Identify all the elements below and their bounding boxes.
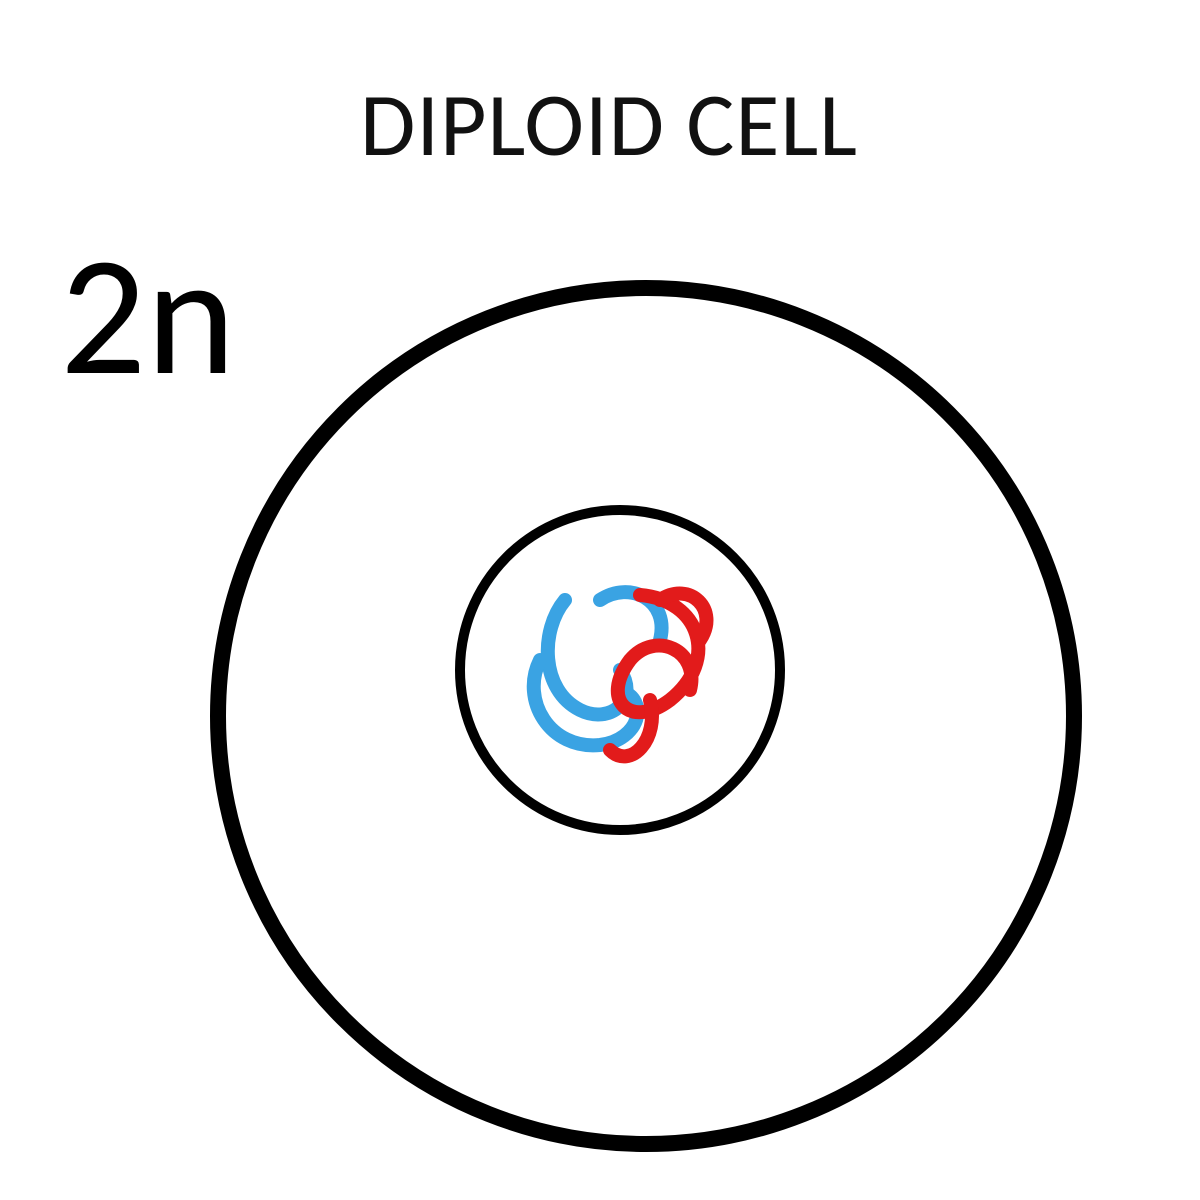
chromatin-squiggles bbox=[0, 0, 1200, 1200]
diagram-stage: DIPLOID CELL 2n bbox=[0, 0, 1200, 1200]
